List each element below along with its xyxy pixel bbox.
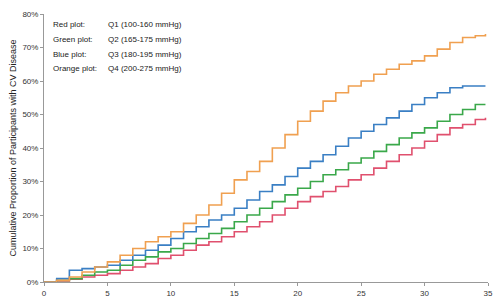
svg-text:10: 10: [166, 289, 175, 298]
svg-text:0%: 0%: [27, 278, 39, 287]
svg-text:Q3 (180-195 mmHg): Q3 (180-195 mmHg): [108, 50, 182, 59]
svg-text:25: 25: [357, 289, 366, 298]
svg-text:Blue plot:: Blue plot:: [53, 50, 86, 59]
svg-text:60%: 60%: [22, 77, 38, 86]
svg-text:30: 30: [420, 289, 429, 298]
svg-text:Orange plot:: Orange plot:: [53, 64, 97, 73]
svg-text:5: 5: [105, 289, 110, 298]
svg-text:30%: 30%: [22, 177, 38, 186]
svg-text:70%: 70%: [22, 43, 38, 52]
svg-text:Q4 (200-275 mmHg): Q4 (200-275 mmHg): [108, 64, 182, 73]
svg-text:Cumulative Proportion of Parti: Cumulative Proportion of Participants wi…: [8, 39, 18, 256]
svg-text:10%: 10%: [22, 244, 38, 253]
svg-text:40%: 40%: [22, 144, 38, 153]
svg-text:50%: 50%: [22, 110, 38, 119]
svg-text:Green plot:: Green plot:: [53, 35, 93, 44]
svg-text:80%: 80%: [22, 10, 38, 19]
svg-text:Red plot:: Red plot:: [53, 20, 85, 29]
svg-text:20%: 20%: [22, 211, 38, 220]
svg-text:Q2 (165-175 mmHg): Q2 (165-175 mmHg): [108, 35, 182, 44]
svg-text:35: 35: [484, 289, 493, 298]
svg-text:15: 15: [230, 289, 239, 298]
svg-text:20: 20: [293, 289, 302, 298]
svg-text:0: 0: [42, 289, 47, 298]
svg-text:Q1 (100-160 mmHg): Q1 (100-160 mmHg): [108, 20, 182, 29]
